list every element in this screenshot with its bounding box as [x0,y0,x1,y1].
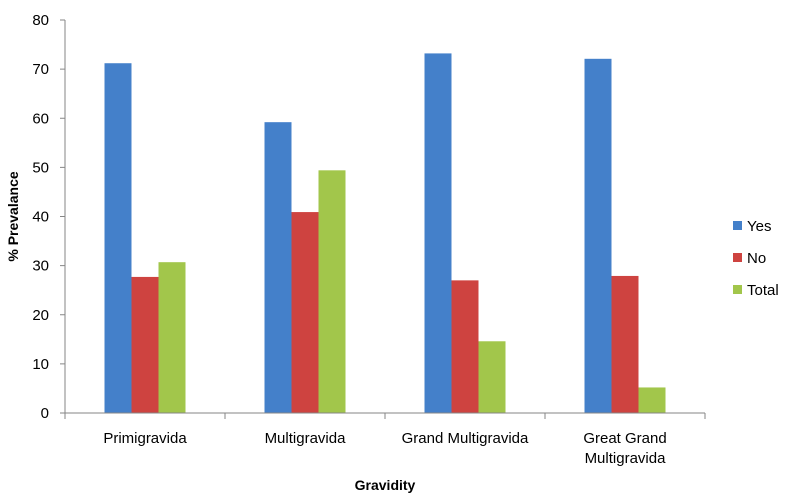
legend-label-total: Total [747,282,779,299]
bar-yes [424,53,452,413]
y-tick-label: 30 [32,258,49,275]
category-label: Grand Multigravida [402,430,529,447]
category-label: Primigravida [103,430,187,447]
y-tick-label: 0 [41,405,49,422]
y-tick-label: 70 [32,61,49,78]
legend-label-no: No [747,250,766,267]
y-axis-title: % Prevalance [5,171,21,261]
bar-total [158,262,186,413]
category-label: Great Grand Multigravida [583,430,666,467]
legend-swatch-total [733,285,742,294]
y-tick-label: 80 [32,12,49,29]
y-tick-label: 50 [32,159,49,176]
legend-swatch-yes [733,221,742,230]
bar-no [131,276,159,413]
y-tick-label: 10 [32,356,49,373]
bar-yes [584,58,612,414]
category-label: Multigravida [265,430,347,447]
y-tick-label: 60 [32,110,49,127]
x-axis-title: Gravidity [355,477,416,493]
bar-total [638,387,666,413]
bar-total [478,341,506,413]
bars-layer [104,53,666,414]
y-tick-label: 20 [32,307,49,324]
bar-yes [104,63,132,413]
category-labels: Primigravida Multigravida Grand Multigravi… [103,430,666,467]
bar-no [611,275,639,413]
legend: Yes No Total [733,218,779,299]
legend-label-yes: Yes [747,218,771,235]
y-axis-ticks: 0 10 20 30 40 50 60 70 80 [32,12,65,422]
bar-no [451,280,479,413]
legend-swatch-no [733,253,742,262]
x-axis-ticks [64,413,706,419]
bar-total [318,170,346,413]
y-tick-label: 40 [32,209,49,226]
bar-yes [264,122,292,414]
bar-no [291,212,319,413]
